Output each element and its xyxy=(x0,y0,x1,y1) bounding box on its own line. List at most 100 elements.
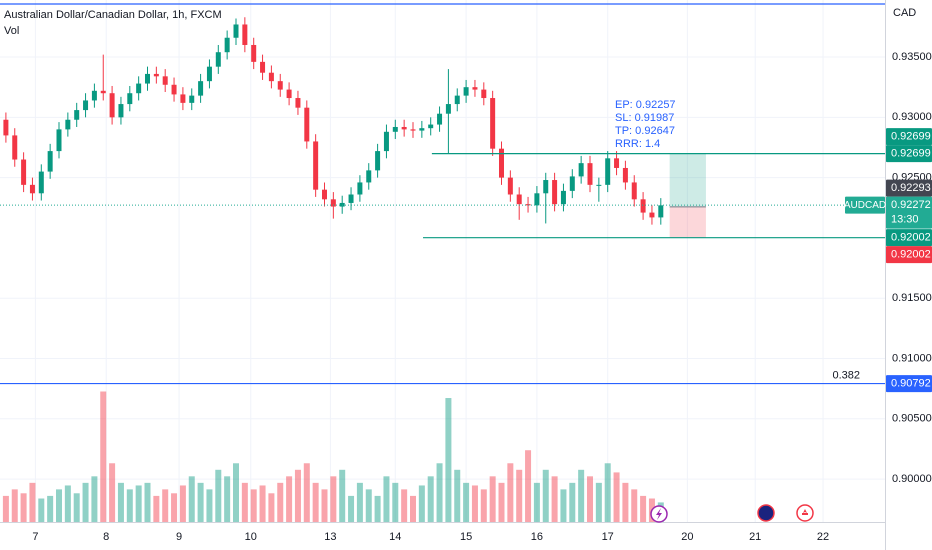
volume-bar xyxy=(604,463,611,522)
volume-bar xyxy=(489,476,496,522)
x-tick-label: 10 xyxy=(245,531,257,543)
candle-body xyxy=(410,129,416,131)
candle-body xyxy=(268,72,274,82)
candle-body xyxy=(472,87,478,90)
candle-body xyxy=(605,158,611,185)
candle-body xyxy=(649,212,655,218)
volume-bar xyxy=(206,489,213,522)
price-tag-label: 0.92699 xyxy=(891,131,931,143)
volume-bar xyxy=(631,489,638,522)
volume-bar xyxy=(640,495,647,522)
candle-body xyxy=(357,182,363,195)
volume-bar xyxy=(410,495,416,522)
x-tick-label: 20 xyxy=(681,531,693,543)
candle-body xyxy=(596,184,602,186)
event-icon[interactable] xyxy=(757,504,775,522)
candle-body xyxy=(348,194,354,203)
candle-body xyxy=(578,163,584,177)
volume-bar xyxy=(47,495,54,522)
currency-label: CAD xyxy=(893,7,916,19)
volume-bar xyxy=(197,482,204,522)
volume-bar xyxy=(401,489,408,522)
candle-body xyxy=(392,126,398,132)
volume-bar xyxy=(595,482,602,522)
candle-body xyxy=(145,73,150,84)
symbol-tag xyxy=(845,196,885,214)
volume-bar xyxy=(560,489,567,522)
price-tag-label: 0.92002 xyxy=(891,232,931,244)
volume-label: Vol xyxy=(4,25,19,37)
price-tag-time: 13:30 xyxy=(891,214,919,226)
volume-bar xyxy=(38,498,45,522)
candle-body xyxy=(587,163,593,185)
candle-body xyxy=(622,167,628,183)
candle-body xyxy=(47,151,53,172)
target-zone xyxy=(669,153,706,207)
candle-body xyxy=(189,95,195,103)
event-icons xyxy=(650,504,814,523)
y-tick-label: 0.91500 xyxy=(892,292,932,304)
volume-bar xyxy=(162,489,169,522)
price-tag-label: 0.92699 xyxy=(891,148,931,160)
position-info: SL: 0.91987 xyxy=(615,112,674,124)
price-tag-label: 0.92272 xyxy=(891,199,931,211)
volume-bar xyxy=(578,469,585,522)
volume-bar xyxy=(109,463,116,522)
price-tag xyxy=(886,196,932,229)
volume-bar xyxy=(144,482,151,522)
volume-bar xyxy=(215,469,222,522)
volume-bar xyxy=(613,472,620,522)
volume-bar xyxy=(286,476,293,522)
candle-body xyxy=(295,98,301,108)
volume-bar xyxy=(29,482,36,522)
volume-bar xyxy=(392,482,399,522)
candle-body xyxy=(631,182,637,200)
candle-body xyxy=(516,194,522,205)
price-tag-label: 0.92002 xyxy=(891,249,931,261)
volume-bar xyxy=(569,482,576,522)
candle-body xyxy=(569,176,575,191)
volume-bar xyxy=(73,493,80,522)
volume-bar xyxy=(445,398,452,522)
price-tag xyxy=(886,179,932,197)
candle-body xyxy=(454,95,460,105)
x-tick-label: 14 xyxy=(389,531,401,543)
candle-body xyxy=(313,141,319,190)
candle-body xyxy=(242,24,248,45)
lightning xyxy=(656,508,662,520)
x-tick-label: 22 xyxy=(817,531,829,543)
candle-body xyxy=(322,189,327,200)
volume-bar xyxy=(356,482,363,522)
volume-bar xyxy=(20,493,27,522)
candle-body xyxy=(83,100,89,111)
volume-bar xyxy=(224,476,231,522)
volume-bar xyxy=(188,476,195,522)
volume-bar xyxy=(365,489,372,522)
candle-body xyxy=(286,89,292,99)
x-tick-label: 16 xyxy=(531,531,543,543)
volume-bar xyxy=(64,485,71,522)
candle-body xyxy=(640,199,646,213)
volume-bar xyxy=(339,469,346,522)
y-tick-label: 0.93000 xyxy=(892,111,932,123)
candle-body xyxy=(614,158,620,168)
volume-bar xyxy=(312,482,319,522)
volume-bar xyxy=(126,489,133,522)
volume-bar xyxy=(153,495,160,522)
fib-label: 0.382 xyxy=(832,369,860,381)
candle-body xyxy=(65,119,71,130)
volume-bar xyxy=(294,469,301,522)
position-info: RRR: 1.4 xyxy=(615,138,660,150)
volume-bar xyxy=(91,476,98,522)
volume-bar xyxy=(233,463,239,522)
fib-label: 0.5 xyxy=(845,0,860,2)
volume-bar xyxy=(525,450,532,522)
volume-bar xyxy=(179,485,186,522)
volume-bar xyxy=(2,495,9,522)
candle-body xyxy=(251,44,257,62)
volume-bar xyxy=(622,482,629,522)
y-tick-label: 0.93500 xyxy=(892,51,932,63)
chart-title: Australian Dollar/Canadian Dollar, 1h, F… xyxy=(4,9,222,21)
volume-bar xyxy=(507,463,514,522)
